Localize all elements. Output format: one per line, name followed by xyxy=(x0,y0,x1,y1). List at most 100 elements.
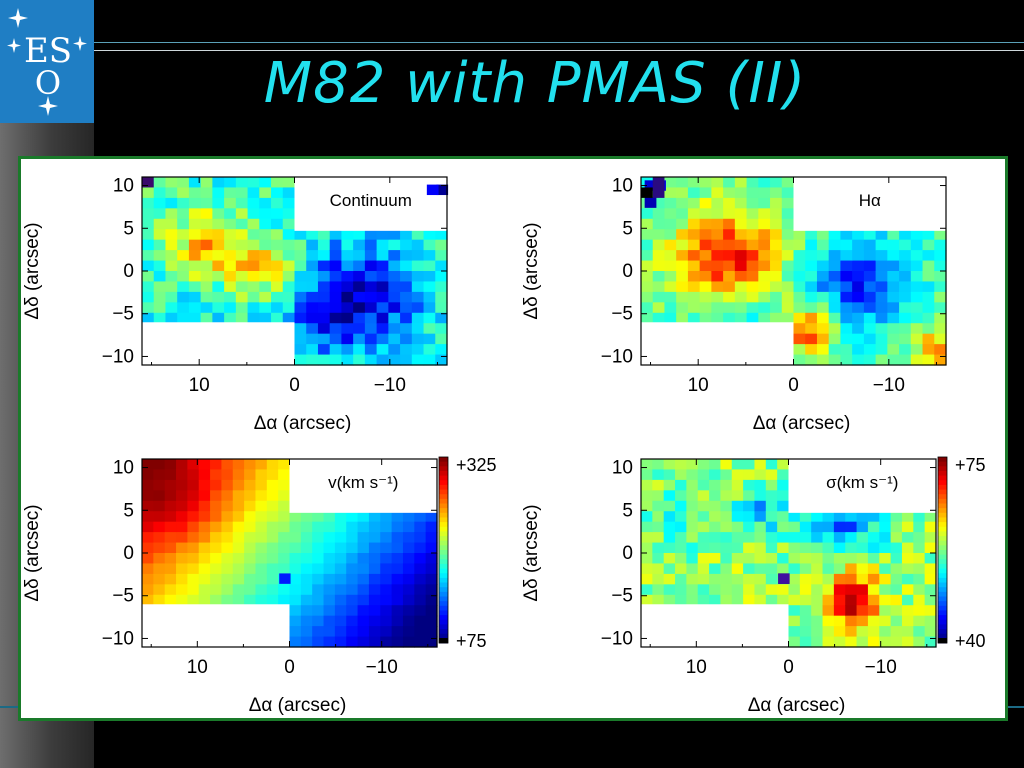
heatmap-cell xyxy=(687,187,701,199)
heatmap-cell xyxy=(833,542,846,554)
heatmap-cell xyxy=(212,271,225,283)
heatmap-cell xyxy=(391,553,404,565)
heatmap-cell xyxy=(334,573,347,585)
heatmap-cell xyxy=(294,271,307,283)
heatmap-cell xyxy=(353,271,366,283)
heatmap-cell xyxy=(687,260,701,272)
heatmap-cell xyxy=(899,281,912,293)
heatmap-cell xyxy=(289,584,302,596)
heatmap-cell xyxy=(709,532,722,544)
heatmap-cell xyxy=(879,615,892,627)
heatmap-cell xyxy=(341,302,354,314)
heatmap-cell xyxy=(323,594,336,606)
heatmap-cell xyxy=(323,636,336,648)
heatmap-cell xyxy=(686,511,699,523)
heatmap-cell xyxy=(788,521,801,533)
heatmap-cell xyxy=(924,584,937,596)
heatmap-cell xyxy=(411,229,425,241)
y-tick-label: 5 xyxy=(123,500,134,521)
heatmap-cell xyxy=(380,615,393,627)
y-tick-label: 10 xyxy=(113,458,134,479)
heatmap-cell xyxy=(711,208,724,220)
heatmap-cell xyxy=(400,354,413,366)
heatmap-cell xyxy=(317,312,331,324)
colorbar-segment xyxy=(439,559,448,565)
heatmap-cell xyxy=(805,229,818,241)
heatmap-cell xyxy=(743,511,756,523)
heatmap-cell xyxy=(743,553,756,565)
heatmap-cell xyxy=(312,553,325,565)
heatmap-cell xyxy=(901,615,914,627)
heatmap-cell xyxy=(200,302,213,314)
heatmap-cell xyxy=(867,553,880,565)
heatmap-cell xyxy=(282,229,296,241)
heatmap-cell xyxy=(221,459,234,471)
heatmap-cell xyxy=(867,532,880,544)
heatmap-cell xyxy=(235,239,249,251)
heatmap-cell xyxy=(924,594,937,606)
heatmap-cell xyxy=(435,333,448,345)
heatmap-cell xyxy=(788,532,801,544)
heatmap-cell xyxy=(840,354,853,366)
heatmap-cell xyxy=(770,291,783,303)
heatmap-cell xyxy=(142,500,154,512)
heatmap-cell xyxy=(852,281,865,293)
heatmap-cell xyxy=(391,521,404,533)
heatmap-cell xyxy=(697,500,710,512)
heatmap-cell xyxy=(867,594,880,606)
heatmap-cell xyxy=(652,271,666,283)
heatmap-cell xyxy=(822,584,835,596)
colorbar-segment xyxy=(938,526,947,532)
heatmap-cell xyxy=(910,344,924,356)
heatmap-cell xyxy=(164,553,177,565)
heatmap-cell xyxy=(805,354,818,366)
heatmap-cell xyxy=(788,511,801,523)
heatmap-cell xyxy=(224,271,237,283)
heatmap-cell xyxy=(271,271,284,283)
heatmap-cell xyxy=(675,459,687,471)
heatmap-cell xyxy=(341,250,354,262)
heatmap-cell xyxy=(346,511,359,523)
heatmap-cell xyxy=(934,323,947,335)
heatmap-cell xyxy=(676,218,689,230)
heatmap-cell xyxy=(799,584,812,596)
heatmap-cell xyxy=(879,511,892,523)
heatmap-cell xyxy=(232,459,245,471)
heatmap-cell xyxy=(845,542,858,554)
heatmap-cell xyxy=(913,636,926,648)
heatmap-cell xyxy=(641,532,653,544)
heatmap-cell xyxy=(822,605,835,617)
heatmap-cell xyxy=(364,271,378,283)
heatmap-cell xyxy=(845,521,858,533)
heatmap-cell xyxy=(391,511,404,523)
heatmap-cell xyxy=(777,542,790,554)
heatmap-cell xyxy=(686,542,699,554)
heatmap-cell xyxy=(244,459,257,471)
heatmap-cell xyxy=(709,490,722,502)
heatmap-cell xyxy=(188,312,202,324)
heatmap-cell xyxy=(317,271,331,283)
heatmap-cell xyxy=(734,260,748,272)
heatmap-cell xyxy=(641,302,654,314)
heatmap-cell xyxy=(177,302,190,314)
heatmap-cell xyxy=(176,542,188,554)
heatmap-cell xyxy=(235,271,249,283)
heatmap-cell xyxy=(788,636,801,648)
heatmap-cell xyxy=(411,312,425,324)
heatmap-cell xyxy=(414,563,427,575)
heatmap-cell xyxy=(675,532,687,544)
heatmap-cell xyxy=(856,573,869,585)
heatmap-cell xyxy=(414,594,427,606)
heatmap-cell xyxy=(224,229,237,241)
heatmap-cell xyxy=(244,542,257,554)
heatmap-cell xyxy=(376,302,389,314)
heatmap-cell xyxy=(435,229,448,241)
heatmap-cell xyxy=(652,459,665,471)
heatmap-cell xyxy=(306,281,319,293)
heatmap-cell xyxy=(652,312,666,324)
heatmap-cell xyxy=(187,584,200,596)
x-tick-label: 10 xyxy=(187,657,208,678)
colorbar-segment xyxy=(938,638,947,643)
heatmap-cell xyxy=(788,615,801,627)
heatmap-cell xyxy=(306,260,319,272)
